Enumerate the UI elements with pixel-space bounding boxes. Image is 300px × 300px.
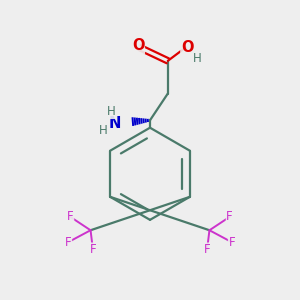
Text: F: F bbox=[226, 210, 233, 224]
Text: F: F bbox=[204, 243, 210, 256]
Text: O: O bbox=[181, 40, 194, 55]
Text: N: N bbox=[108, 116, 121, 131]
Text: H: H bbox=[107, 106, 116, 118]
Text: F: F bbox=[90, 243, 96, 256]
Text: H: H bbox=[193, 52, 202, 65]
Text: F: F bbox=[65, 236, 72, 249]
Text: F: F bbox=[67, 210, 74, 224]
Text: H: H bbox=[99, 124, 107, 137]
Text: O: O bbox=[132, 38, 144, 53]
Text: F: F bbox=[228, 236, 235, 249]
